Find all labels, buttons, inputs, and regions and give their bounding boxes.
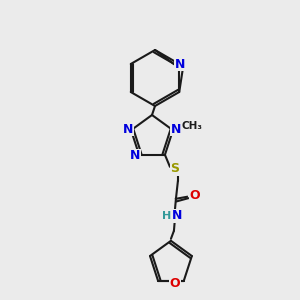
Text: O: O	[190, 189, 200, 202]
Text: CH₃: CH₃	[182, 121, 203, 131]
Text: N: N	[130, 149, 140, 162]
Text: N: N	[123, 123, 133, 136]
Text: N: N	[175, 58, 185, 70]
Text: O: O	[169, 277, 180, 290]
Text: N: N	[172, 209, 182, 222]
Text: H: H	[162, 211, 172, 221]
Text: S: S	[170, 162, 179, 175]
Text: N: N	[171, 123, 181, 136]
